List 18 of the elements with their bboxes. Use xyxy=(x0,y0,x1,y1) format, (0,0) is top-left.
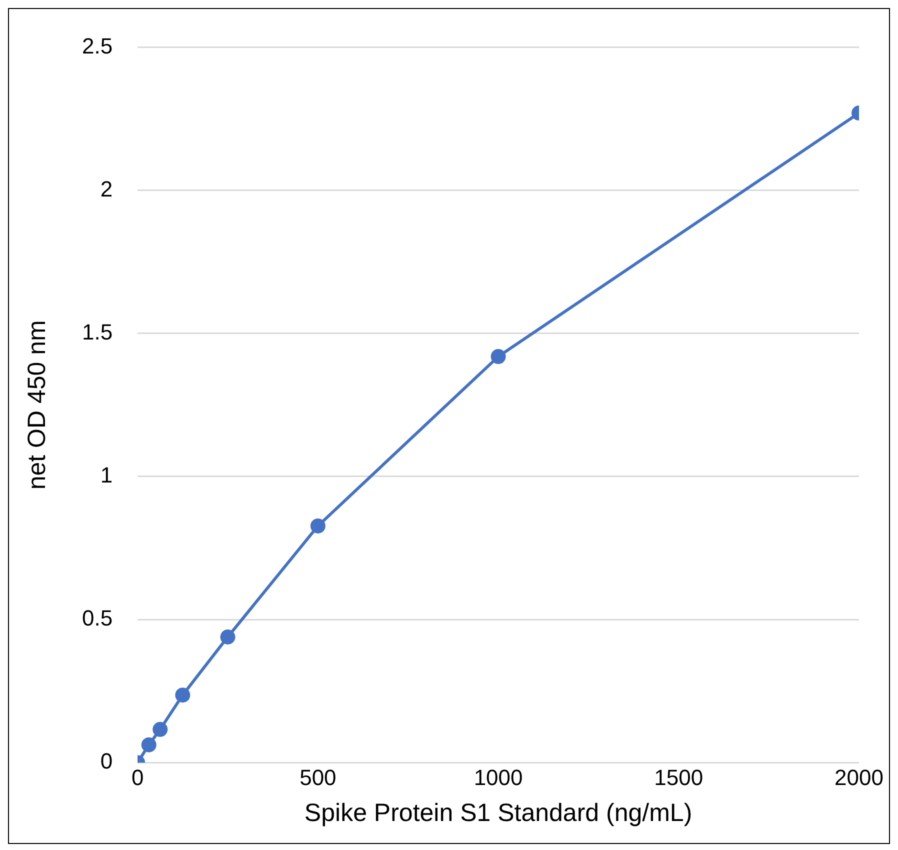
y-tick-label: 0.5 xyxy=(82,606,113,631)
x-tick-label: 1500 xyxy=(654,764,704,790)
y-tick-label: 2.5 xyxy=(82,33,113,58)
y-axis-title: net OD 450 nm xyxy=(22,320,51,490)
point xyxy=(310,518,326,534)
y-tick-label: 2 xyxy=(100,176,113,202)
point xyxy=(152,722,168,737)
x-tick-label: 500 xyxy=(300,764,336,790)
y-tick-label: 0 xyxy=(100,748,113,774)
x-tick-label: 2000 xyxy=(834,764,884,790)
point xyxy=(220,629,236,644)
x-axis-title: Spike Protein S1 Standard (ng/mL) xyxy=(304,798,692,827)
x-tick-label: 1000 xyxy=(474,764,523,790)
point xyxy=(141,737,156,752)
y-tick-label: 1 xyxy=(100,462,113,488)
x-tick-label: 0 xyxy=(131,764,144,790)
y-tick-label: 1.5 xyxy=(82,319,113,344)
point xyxy=(175,688,190,703)
